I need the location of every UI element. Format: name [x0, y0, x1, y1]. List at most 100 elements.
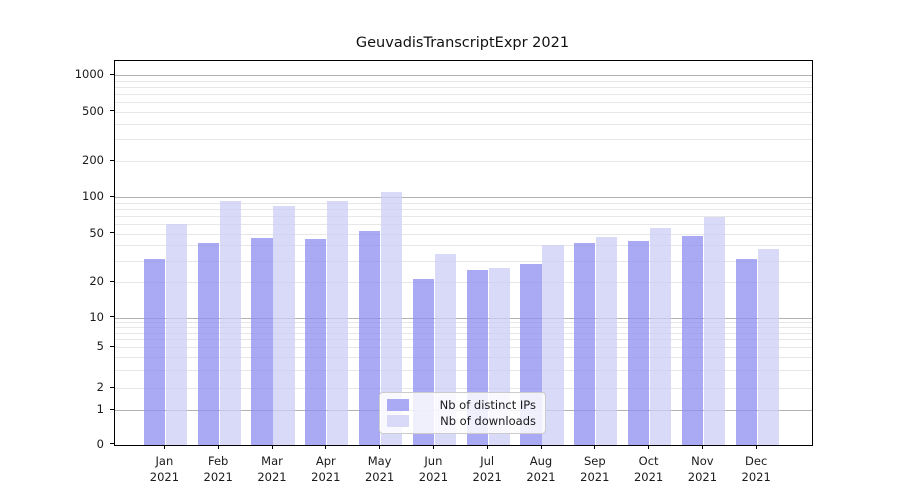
legend-label-downloads: Nb of downloads	[440, 414, 536, 428]
gridline-minor	[115, 223, 812, 225]
y-tick-label-100: 100	[82, 189, 104, 203]
gridline-minor	[115, 260, 812, 262]
bar-downloads-nov	[703, 217, 726, 445]
bar-distinct-ips-dec	[735, 258, 757, 445]
bar-distinct-ips-feb	[197, 242, 219, 445]
gridline-minor	[115, 369, 812, 371]
y-tick-label-200: 200	[82, 153, 104, 167]
gridline-minor	[115, 93, 812, 95]
bar-downloads-may	[380, 192, 403, 445]
bar-downloads-jan	[165, 223, 188, 445]
y-tick-0	[110, 443, 114, 444]
gridline-50	[115, 233, 812, 235]
gridline-minor	[115, 321, 812, 323]
bar-downloads-sep	[596, 236, 618, 445]
y-tick-500	[110, 110, 114, 111]
bar-downloads-mar	[273, 206, 295, 445]
bar-distinct-ips-may	[358, 231, 381, 445]
y-tick-label-500: 500	[82, 103, 104, 118]
bar-distinct-ips-oct	[627, 241, 650, 445]
x-tick-label-oct: Oct 2021	[633, 454, 664, 484]
gridline-minor	[115, 80, 812, 82]
bar-downloads-oct	[649, 228, 672, 445]
gridline-minor	[115, 86, 812, 88]
y-tick-label-0: 0	[96, 436, 104, 451]
x-tick-label-sep: Sep 2021	[580, 454, 610, 484]
y-tick-label-1: 1	[96, 402, 104, 416]
x-tick-label-jan: Jan 2021	[149, 454, 180, 484]
bar-downloads-aug	[542, 245, 564, 445]
y-tick-label-10: 10	[89, 309, 104, 324]
x-tick-aug	[540, 445, 542, 449]
gridline-2	[115, 388, 812, 389]
legend-swatch-distinct-ips	[387, 399, 409, 411]
gridline-minor	[115, 356, 812, 358]
y-tick-2	[110, 386, 114, 388]
legend-label-distinct-ips: Nb of distinct IPs	[439, 398, 536, 412]
x-tick-sep	[594, 445, 596, 449]
bar-downloads-feb	[219, 201, 241, 445]
bar-distinct-ips-apr	[305, 239, 327, 445]
gridline-minor	[115, 245, 812, 247]
y-tick-20	[110, 280, 114, 282]
bar-downloads-apr	[327, 200, 349, 445]
y-tick-label-50: 50	[89, 225, 104, 240]
x-tick-label-jul: Jul 2021	[472, 454, 502, 484]
bar-distinct-ips-jan	[143, 258, 166, 445]
x-tick-dec	[755, 445, 757, 449]
gridline-minor	[115, 215, 812, 217]
gridline-minor	[115, 208, 812, 210]
gridline-200	[115, 161, 812, 162]
y-tick-1	[110, 408, 114, 410]
bar-downloads-dec	[757, 249, 779, 445]
gridline-minor	[115, 101, 812, 103]
x-tick-label-jun: Jun 2021	[418, 454, 449, 484]
legend-item-distinct-ips: Nb of distinct IPs	[387, 399, 536, 411]
x-tick-oct	[648, 445, 650, 449]
x-tick-jun	[432, 445, 434, 449]
x-tick-label-feb: Feb 2021	[203, 454, 233, 484]
gridline-minor	[115, 202, 812, 204]
gridline-1000	[115, 75, 812, 76]
y-tick-200	[110, 159, 114, 161]
gridline-100	[115, 197, 812, 198]
gridline-20	[115, 282, 812, 283]
bar-distinct-ips-nov	[681, 235, 704, 445]
y-tick-label-20: 20	[89, 274, 104, 288]
y-tick-5	[110, 345, 114, 347]
x-tick-label-nov: Nov 2021	[687, 454, 718, 484]
x-tick-feb	[217, 445, 219, 449]
gridline-500	[115, 111, 812, 113]
chart-title: GeuvadisTranscriptExpr 2021	[355, 35, 570, 51]
bar-distinct-ips-sep	[574, 242, 596, 445]
y-tick-label-5: 5	[96, 339, 104, 353]
x-tick-apr	[325, 445, 327, 449]
x-tick-label-apr: Apr 2021	[311, 454, 341, 484]
x-tick-label-aug: Aug 2021	[526, 454, 556, 484]
y-tick-50	[110, 232, 114, 233]
y-tick-10	[110, 316, 114, 317]
bar-distinct-ips-mar	[251, 237, 273, 445]
legend-item-downloads: Nb of downloads	[387, 415, 536, 427]
gridline-5	[115, 347, 812, 348]
legend-swatch-downloads	[387, 415, 409, 427]
gridline-minor	[115, 339, 812, 341]
x-tick-label-may: May 2021	[364, 454, 395, 484]
gridline-minor	[115, 123, 812, 125]
gridline-minor	[115, 332, 812, 334]
x-tick-mar	[271, 445, 273, 449]
x-tick-jul	[486, 445, 488, 449]
plot-area	[114, 60, 813, 446]
x-tick-may	[379, 445, 381, 449]
y-tick-label-2: 2	[96, 380, 104, 394]
y-tick-1000	[110, 73, 114, 75]
x-tick-label-mar: Mar 2021	[257, 454, 287, 484]
x-tick-nov	[701, 445, 703, 449]
x-tick-label-dec: Dec 2021	[741, 454, 771, 484]
gridline-minor	[115, 326, 812, 328]
legend: Nb of distinct IPs Nb of downloads	[379, 392, 546, 434]
x-tick-jan	[163, 445, 165, 449]
y-tick-100	[110, 195, 114, 197]
gridline-10	[115, 317, 812, 319]
